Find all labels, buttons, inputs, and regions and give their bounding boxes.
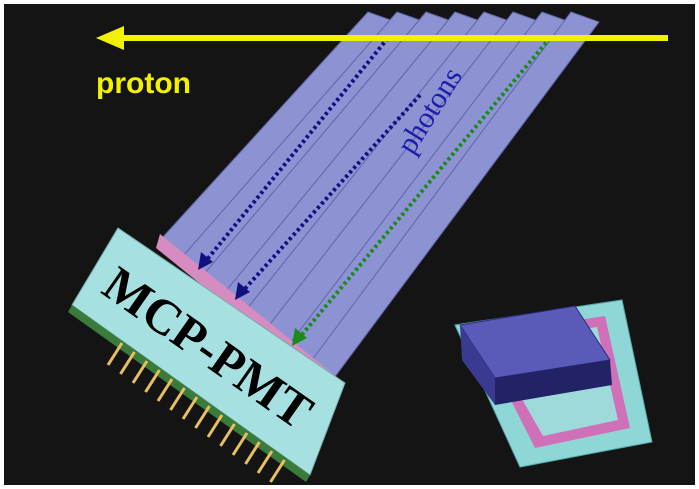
radiator-bars [161, 11, 600, 383]
pin [231, 432, 249, 456]
pin [256, 450, 274, 474]
pin [169, 387, 186, 411]
arrowhead [235, 282, 250, 300]
pin [181, 396, 199, 420]
arrowhead [198, 252, 213, 270]
proton-label: proton [96, 67, 191, 100]
pin [219, 423, 236, 447]
photon-path [240, 93, 422, 294]
block-side [460, 325, 495, 405]
pmt-pins [106, 342, 286, 483]
photon-path [203, 36, 390, 264]
block-front [495, 360, 612, 405]
pin [131, 360, 149, 384]
proton-arrowhead [96, 26, 124, 50]
arrowhead [292, 328, 307, 346]
pin [269, 459, 286, 483]
detector [454, 299, 653, 468]
pin [244, 441, 261, 465]
pin [144, 369, 161, 393]
pin [194, 405, 211, 429]
pin [156, 378, 174, 402]
photon-path [298, 36, 552, 339]
photon-paths [198, 36, 552, 346]
pin [119, 351, 136, 375]
pmt-base [68, 305, 310, 482]
pin [106, 342, 124, 366]
pin [206, 414, 224, 438]
